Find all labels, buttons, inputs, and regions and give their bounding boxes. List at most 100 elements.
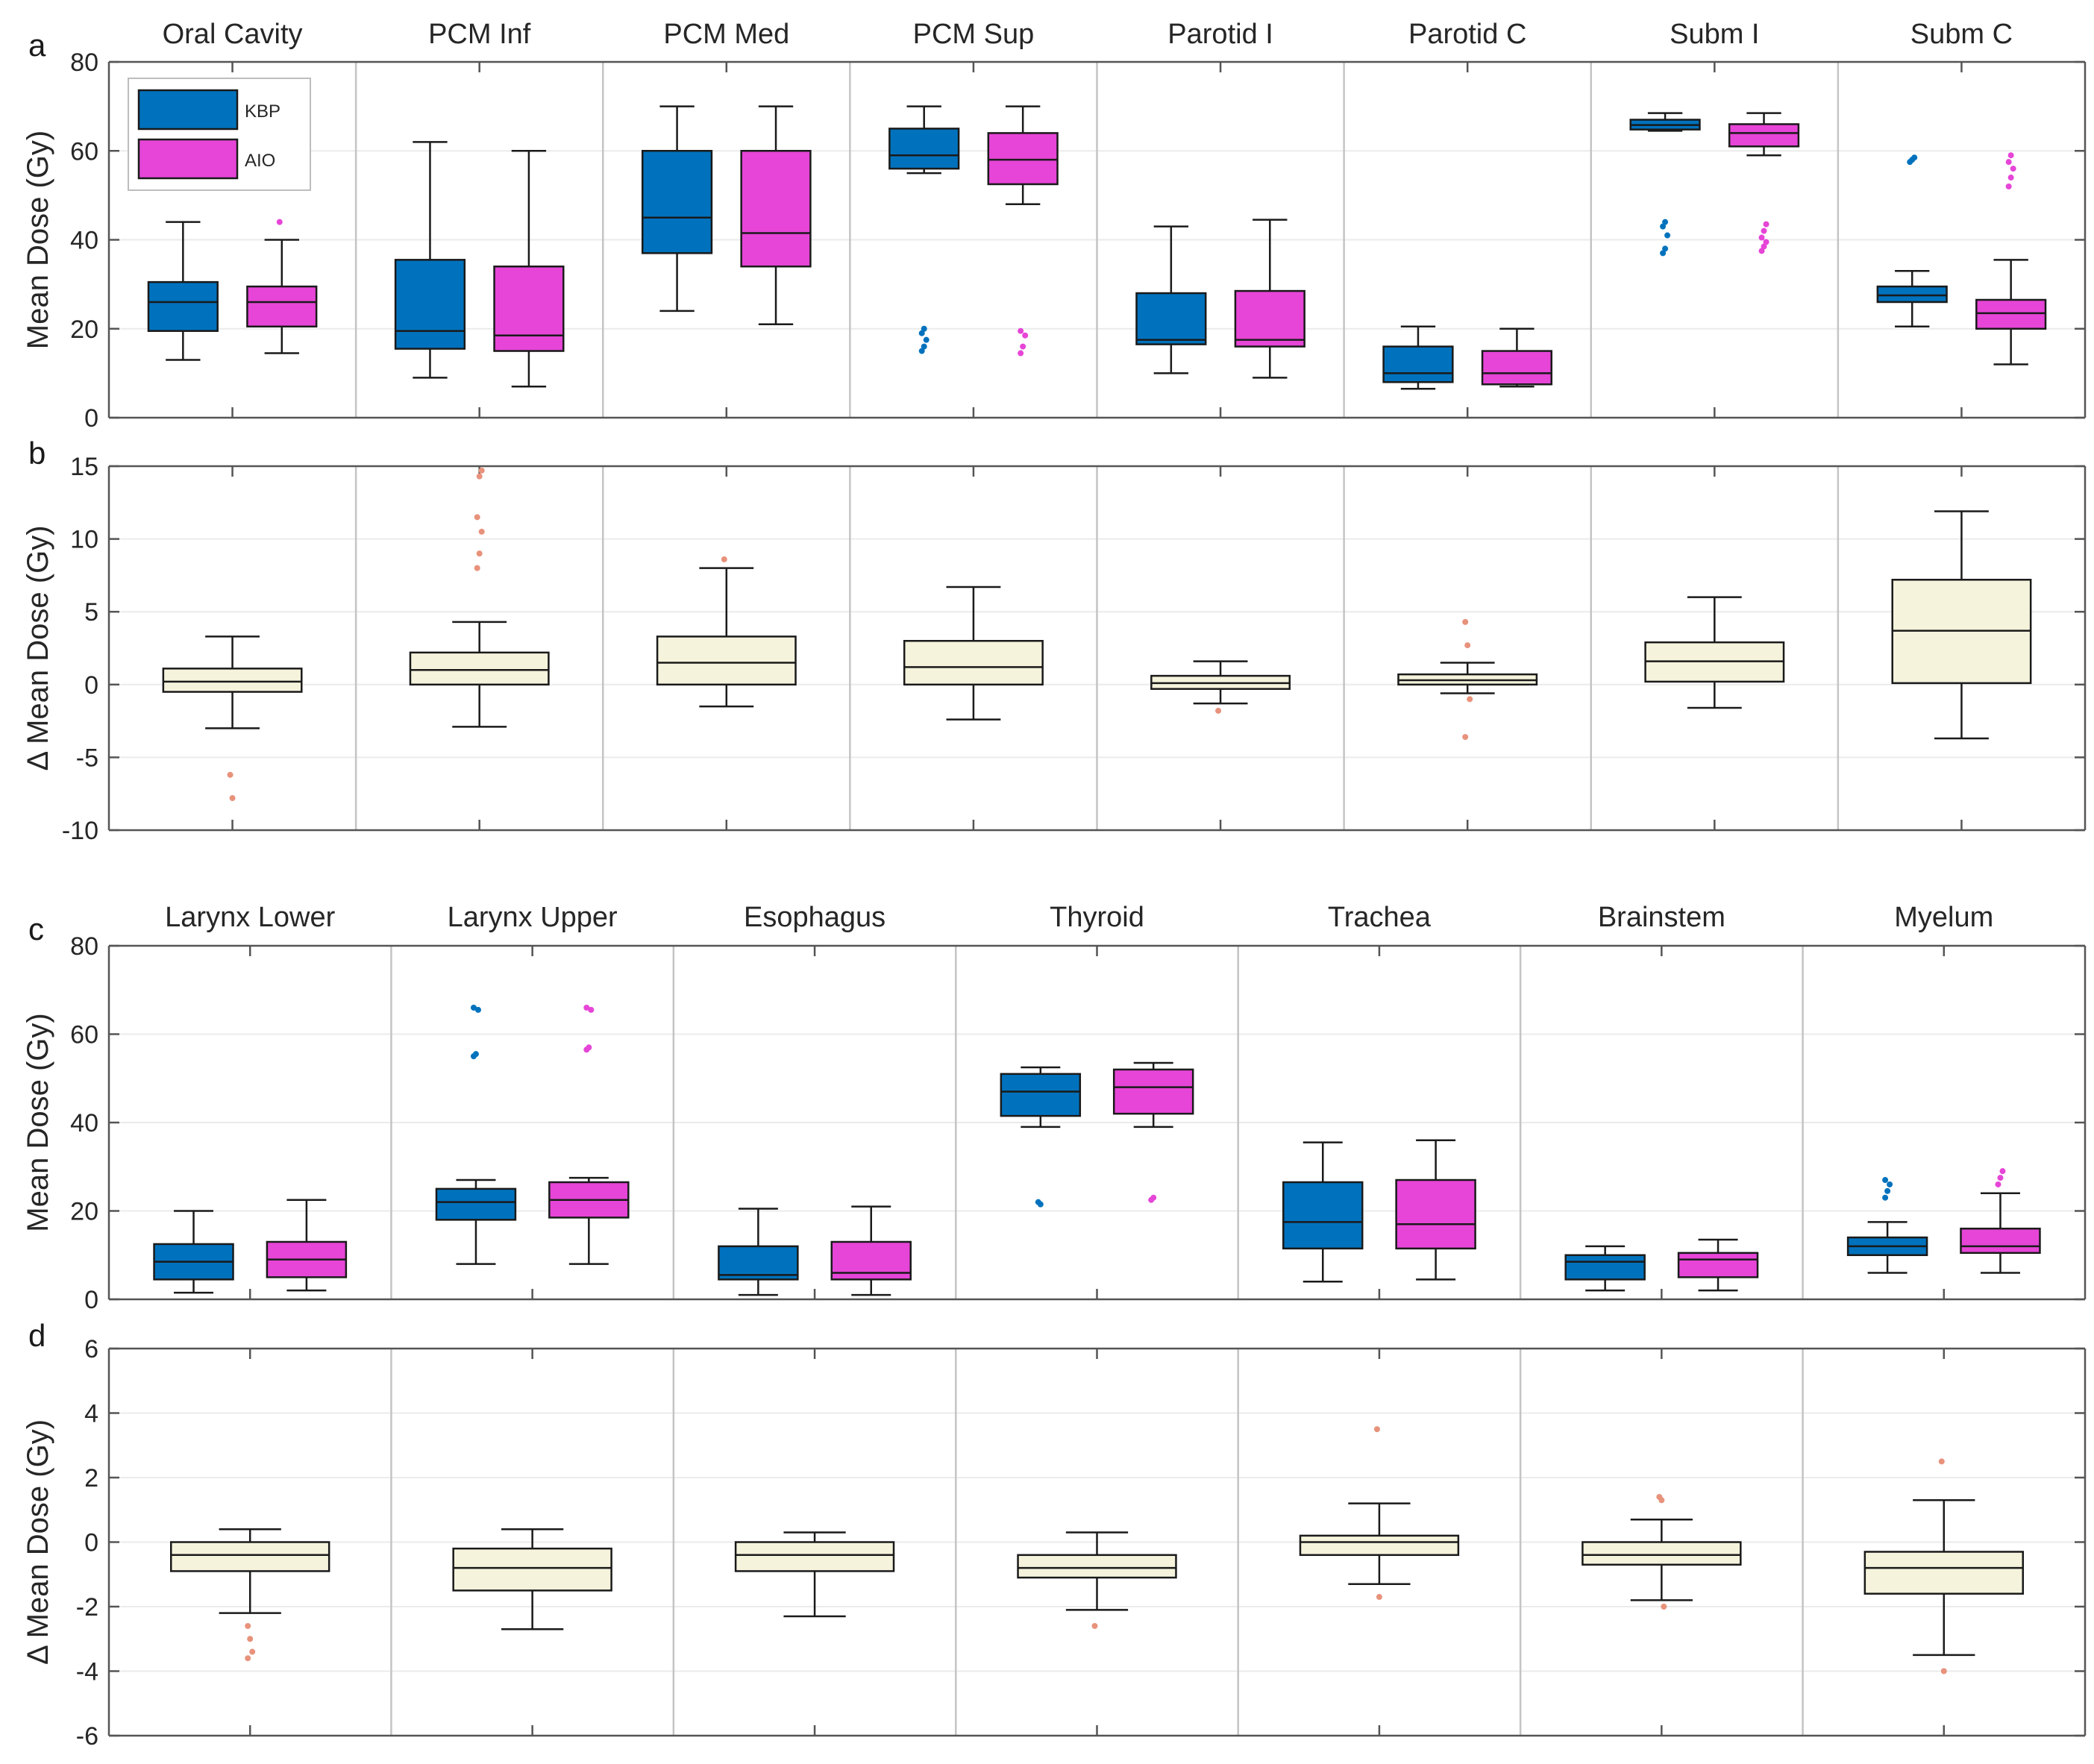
outlier-point [1758, 234, 1765, 241]
box-kbp-4 [1135, 225, 1207, 374]
box-iqr [740, 150, 812, 268]
outlier-point [1661, 1604, 1667, 1610]
legend-swatch-aio [137, 138, 239, 180]
y-tick-label: -4 [76, 1658, 98, 1686]
box-iqr [452, 1547, 612, 1592]
y-axis-label: Δ Mean Dose (Gy) [22, 1419, 54, 1665]
y-tick-label: 80 [70, 932, 98, 961]
box--3 [1017, 1531, 1177, 1629]
category-label: Larynx Lower [165, 902, 335, 933]
box--0 [170, 1528, 330, 1662]
outlier-point [1938, 1458, 1945, 1465]
outlier-point [923, 336, 930, 343]
outlier-point [2007, 152, 2014, 159]
outlier-point [1761, 243, 1767, 250]
panel-d [107, 1347, 2087, 1737]
box-kbp-4 [1282, 1141, 1364, 1283]
outlier-point [245, 1622, 251, 1629]
box-iqr [830, 1240, 912, 1281]
box-kbp-2 [718, 1208, 799, 1296]
outlier-point [2005, 159, 2012, 166]
outlier-point [2010, 166, 2016, 172]
panel-a [107, 60, 2087, 419]
outlier-point [1020, 343, 1026, 350]
box-aio-0 [246, 219, 318, 354]
panel-b [107, 465, 2087, 832]
outlier-point [1664, 232, 1671, 239]
category-label: Trachea [1328, 902, 1432, 933]
box-iqr [1017, 1554, 1177, 1579]
box--5 [1582, 1493, 1742, 1610]
outlier-point [1763, 239, 1769, 245]
y-tick-label: 6 [84, 1335, 98, 1363]
box-iqr [718, 1245, 799, 1281]
box--3 [903, 586, 1044, 721]
box--1 [409, 467, 550, 728]
y-tick-label: 5 [84, 598, 98, 627]
y-tick-label: 0 [84, 671, 98, 700]
box-iqr [493, 266, 565, 352]
box-aio-1 [548, 1004, 630, 1265]
box-iqr [1876, 285, 1948, 304]
panel-letter: b [28, 436, 46, 471]
outlier-point [721, 556, 727, 562]
category-label: Parotid C [1408, 19, 1526, 50]
y-tick-label: 80 [70, 48, 98, 77]
box-iqr [409, 651, 550, 686]
box-kbp-6 [1846, 1177, 1928, 1274]
outlier-point [478, 467, 485, 474]
box-aio-6 [1728, 112, 1800, 254]
outlier-point [1462, 734, 1469, 741]
outlier-point [1882, 1194, 1889, 1201]
box-aio-5 [1481, 327, 1553, 388]
outlier-point [1940, 1668, 1947, 1674]
box-iqr [734, 1541, 895, 1572]
outlier-point [1884, 1187, 1891, 1194]
outlier-point [1662, 245, 1669, 252]
outlier-point [918, 330, 925, 336]
outlier-point [1658, 1497, 1665, 1504]
box-iqr [1299, 1534, 1460, 1557]
outlier-point [1660, 223, 1667, 230]
y-tick-label: 60 [70, 137, 98, 166]
y-tick-label: -5 [76, 744, 98, 772]
box--6 [1863, 1458, 2024, 1674]
legend-label-kbp: KBP [245, 101, 280, 122]
panel-letter: d [28, 1318, 46, 1353]
panel-c [107, 944, 2087, 1301]
y-axis-label: Mean Dose (Gy) [22, 131, 54, 349]
box-kbp-0 [147, 221, 219, 361]
outlier-point [586, 1044, 592, 1051]
panel-letter: c [28, 911, 44, 947]
outlier-point [1037, 1201, 1044, 1208]
category-label: Larynx Upper [448, 902, 618, 933]
outlier-point [276, 219, 283, 225]
box-aio-5 [1677, 1238, 1759, 1292]
outlier-point [476, 473, 483, 480]
category-label: Thyroid [1050, 902, 1144, 933]
legend [128, 78, 311, 191]
y-tick-label: -10 [62, 817, 98, 845]
outlier-point [247, 1636, 254, 1642]
box--7 [1891, 510, 2032, 740]
outlier-point [588, 1006, 595, 1013]
box--5 [1397, 618, 1538, 741]
box-iqr [1481, 350, 1553, 386]
outlier-point [583, 1004, 590, 1011]
box-iqr [1395, 1178, 1476, 1250]
y-tick-label: 40 [70, 1109, 98, 1137]
box-iqr [1863, 1551, 2024, 1595]
outlier-point [1467, 696, 1473, 703]
category-label: Brainstem [1598, 902, 1725, 933]
box-aio-0 [266, 1199, 348, 1292]
outlier-point [1763, 221, 1769, 227]
box-kbp-5 [1382, 325, 1454, 390]
outlier-point [1018, 327, 1024, 334]
y-axis-label: Mean Dose (Gy) [22, 1013, 54, 1231]
outlier-point [1882, 1177, 1889, 1184]
box--2 [734, 1531, 895, 1618]
y-tick-label: 20 [70, 316, 98, 344]
outlier-point [921, 325, 927, 332]
outlier-point [1997, 1175, 2004, 1181]
category-label: PCM Sup [913, 19, 1035, 50]
